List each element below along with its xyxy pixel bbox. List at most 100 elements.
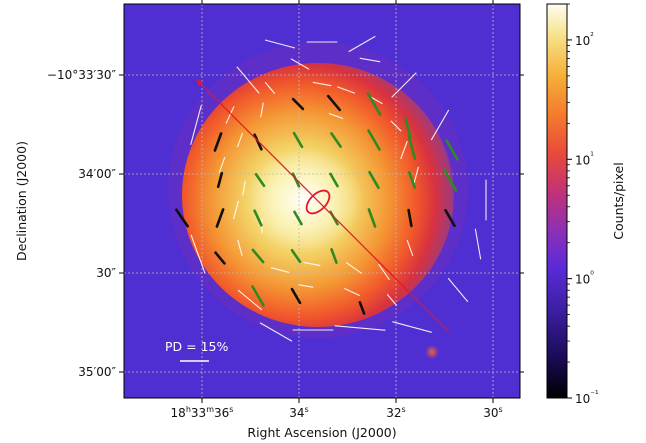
axis-arrow-head	[196, 79, 203, 86]
pol-vector-low	[346, 262, 362, 274]
pol-vector-low	[312, 81, 332, 87]
pol-vector-mid	[214, 251, 226, 265]
pol-vector-high	[254, 173, 266, 187]
pol-vector-high	[366, 92, 382, 116]
pol-vector-low	[400, 140, 408, 160]
coordinate-grid	[124, 4, 520, 398]
pol-vector-high	[251, 285, 265, 307]
pol-vector-high	[292, 131, 304, 149]
axis-ticks	[119, 0, 524, 403]
center-error-ellipse	[305, 189, 331, 215]
pol-vector-low	[264, 82, 276, 94]
pol-vector-low	[242, 180, 246, 196]
pol-vector-high	[442, 168, 458, 192]
pol-vector-low	[290, 58, 310, 70]
colorbar-ticks: 10⁻¹ 10⁰ 10¹ 10²	[567, 3, 599, 406]
y-tick-label: 34′00″	[78, 167, 116, 181]
pol-vector-high	[330, 248, 338, 264]
pol-vector-low	[259, 322, 293, 342]
pol-vector-low	[328, 113, 344, 119]
colorbar-label: Counts/pixel	[611, 162, 626, 239]
colorbar-tick-label: 10²	[575, 32, 594, 48]
pol-vector-mid	[444, 208, 456, 228]
pol-vector-mid	[175, 208, 189, 228]
pd-scale-label: PD = 15%	[165, 339, 228, 354]
pol-vector-low	[369, 95, 383, 105]
colorbar-tick-label: 10¹	[575, 151, 594, 167]
pol-vector-low	[474, 228, 482, 260]
pol-vector-mid	[253, 133, 263, 151]
colorbar-gradient	[546, 3, 568, 399]
symmetry-axis-line	[195, 78, 450, 333]
pol-vector-low	[260, 102, 264, 118]
pol-vector-low	[190, 234, 206, 274]
pol-vector-high	[407, 171, 417, 189]
pol-vector-mid	[290, 287, 302, 305]
pol-vector-low	[303, 262, 321, 266]
pol-vector-high	[293, 210, 303, 226]
y-axis-title: Declination (J2000)	[14, 141, 29, 261]
pol-vector-mid	[213, 132, 223, 152]
colorbar-tick-label: 10⁻¹	[575, 390, 599, 406]
colorbar-tick-label: 10⁰	[575, 271, 594, 287]
pol-vector-low	[336, 86, 356, 94]
polarization-vectors	[175, 35, 487, 342]
axis-tick-labels: 18h33m36s 34s 32s 30s −10°33′30″ 34′00″ 30″ 35′…	[47, 68, 503, 420]
pol-vector-mid	[215, 208, 225, 228]
x-tick-label: 32s	[386, 405, 405, 420]
pol-vector-low	[237, 132, 243, 148]
colorbar: 10⁻¹ 10⁰ 10¹ 10² Counts/pixel	[546, 3, 626, 406]
pol-vector-high	[291, 172, 301, 188]
pol-vector-high	[367, 129, 381, 151]
pd-scale: PD = 15%	[165, 339, 228, 362]
pol-vector-high	[251, 248, 265, 264]
pol-vector-low	[236, 66, 260, 94]
pol-vector-low	[413, 166, 419, 186]
pol-vector-low	[447, 277, 469, 303]
pol-vector-high	[330, 132, 342, 148]
pol-vector-low	[225, 106, 235, 124]
pol-vector-high	[253, 209, 263, 227]
pol-vector-low	[233, 200, 239, 220]
y-tick-label: −10°33′30″	[47, 68, 117, 82]
pol-vector-high	[368, 170, 380, 190]
symmetry-axis	[195, 78, 450, 333]
pol-vector-low	[334, 325, 386, 331]
x-axis-title: Right Ascension (J2000)	[247, 425, 396, 440]
pol-vector-low	[390, 120, 402, 132]
pol-vector-mid	[291, 97, 305, 111]
pol-vector-low	[391, 72, 417, 98]
pol-vector-low	[237, 289, 263, 311]
pol-vector-high	[367, 208, 377, 228]
pol-vector-low	[406, 239, 414, 257]
y-tick-label: 35′00″	[78, 365, 116, 379]
pol-vector-low	[378, 264, 390, 280]
pol-vector-mid	[407, 208, 413, 228]
plot-frame	[123, 3, 521, 399]
pol-vector-low	[386, 294, 398, 306]
pol-vector-high	[329, 172, 339, 188]
pol-vector-low	[348, 35, 376, 53]
pol-vector-low	[218, 156, 226, 174]
pol-vector-low	[298, 284, 314, 288]
pol-vector-low	[344, 288, 360, 296]
pol-vector-high	[407, 136, 417, 160]
pol-vector-low	[392, 321, 432, 333]
y-tick-label: 30″	[96, 266, 116, 280]
pol-vector-high	[290, 249, 302, 264]
pol-vector-low	[430, 109, 450, 141]
pol-vector-mid	[216, 171, 224, 189]
x-tick-label: 30s	[483, 405, 502, 420]
pol-vector-mid	[326, 94, 342, 112]
pol-vector-low	[190, 105, 202, 145]
pol-vector-low	[264, 39, 296, 49]
pol-vector-high	[404, 118, 412, 138]
pol-vector-low	[237, 239, 243, 257]
pol-vector-mid	[358, 301, 366, 315]
x-tick-label: 34s	[289, 405, 308, 420]
pol-vector-low	[270, 267, 290, 273]
pol-vector-high	[445, 139, 459, 161]
x-tick-label: 18h33m36s	[171, 405, 234, 420]
pol-vector-low	[359, 57, 381, 63]
